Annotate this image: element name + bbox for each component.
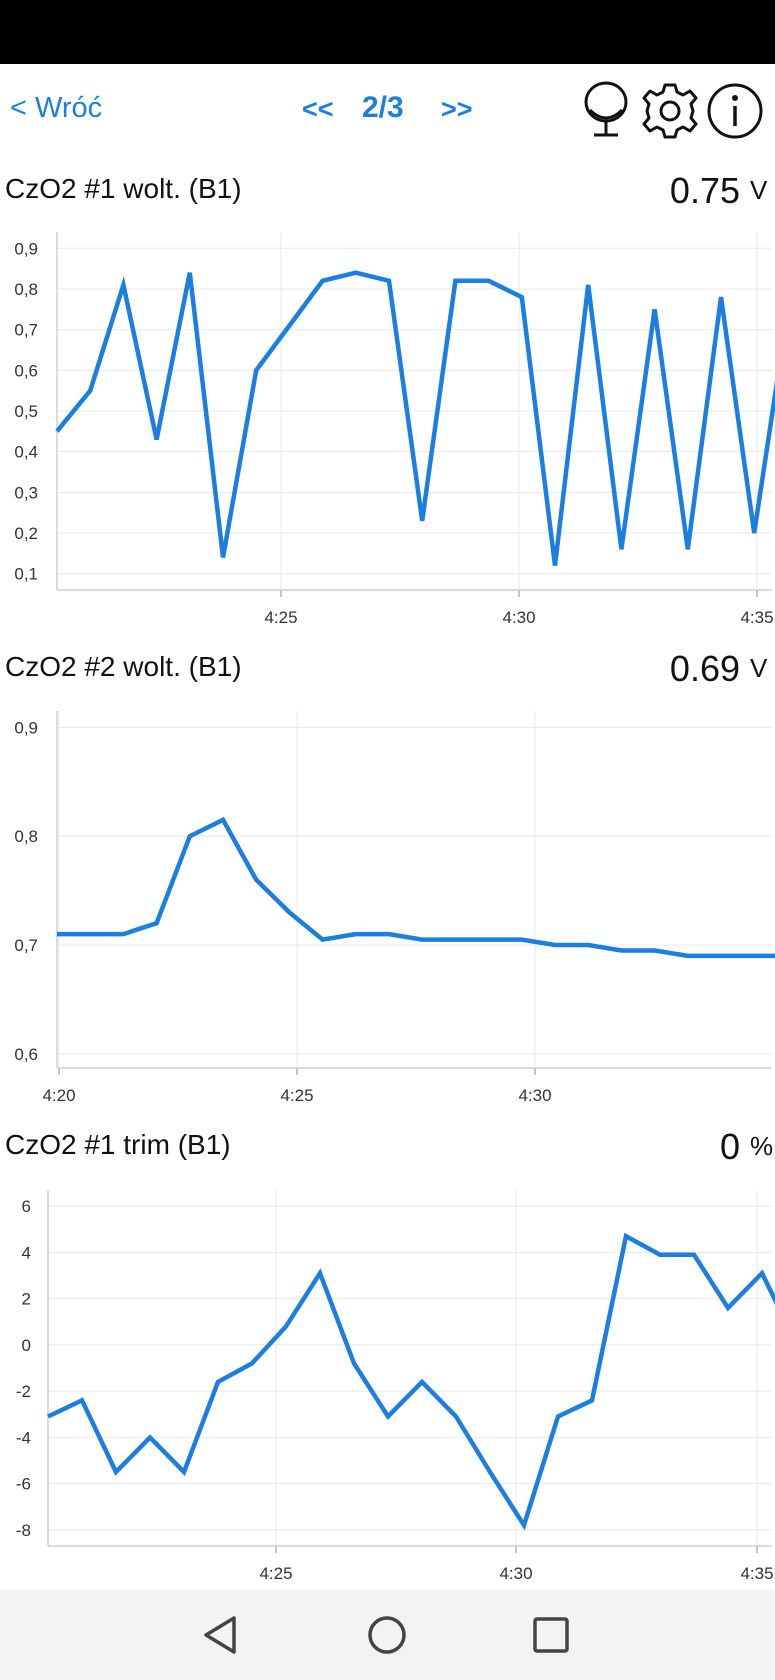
back-button[interactable]: < Wróć [10, 92, 103, 124]
y-tick-label: 0,7 [14, 936, 38, 955]
y-tick-label: 0,2 [14, 524, 38, 543]
y-tick-label: -6 [16, 1475, 31, 1494]
y-tick-label: 0,3 [14, 483, 38, 502]
sensor-1-value: 0.75 [669, 170, 740, 211]
x-tick-label: 4:35 [740, 608, 773, 627]
x-tick-label: 4:30 [499, 1564, 532, 1583]
y-tick-label: -2 [16, 1382, 31, 1401]
gear-icon[interactable] [640, 80, 700, 142]
sensor-2-unit: V [750, 653, 768, 683]
y-tick-label: -4 [16, 1428, 31, 1447]
sensor-3-value: 0 [719, 1126, 740, 1167]
system-nav-bar [0, 1590, 775, 1680]
y-tick-label: 0,1 [14, 565, 38, 584]
next-page-button[interactable]: >> [441, 94, 473, 124]
sensor-3-title: CzO2 #1 trim (B1) [5, 1129, 231, 1160]
sensor-1-title: CzO2 #1 wolt. (B1) [5, 173, 242, 204]
y-tick-label: 0,8 [14, 827, 38, 846]
x-tick-label: 4:25 [264, 608, 297, 627]
y-tick-label: 0,8 [14, 280, 38, 299]
sensor-3-unit: % [750, 1131, 774, 1161]
recents-square-icon[interactable] [526, 1610, 576, 1660]
info-icon[interactable] [705, 80, 765, 142]
sensor-2-title: CzO2 #2 wolt. (B1) [5, 651, 242, 682]
x-tick-label: 4:20 [42, 1086, 75, 1105]
microphone-icon[interactable] [576, 80, 636, 142]
back-triangle-icon[interactable] [196, 1610, 246, 1660]
sensor-2-value: 0.69 [669, 648, 740, 689]
y-tick-label: 0,6 [14, 1045, 38, 1064]
y-tick-label: -8 [16, 1521, 31, 1540]
page-indicator: 2/3 [362, 91, 404, 124]
status-bar [0, 0, 775, 64]
home-circle-icon[interactable] [362, 1610, 412, 1660]
y-tick-label: 0,5 [14, 402, 38, 421]
x-tick-label: 4:30 [502, 608, 535, 627]
y-tick-label: 4 [22, 1243, 31, 1262]
y-tick-label: 2 [22, 1290, 31, 1309]
prev-page-button[interactable]: << [302, 94, 334, 124]
y-tick-label: 0,6 [14, 361, 38, 380]
x-tick-label: 4:35 [740, 1564, 773, 1583]
y-tick-label: 6 [22, 1197, 31, 1216]
x-tick-label: 4:25 [259, 1564, 292, 1583]
sensor-1-unit: V [750, 175, 768, 205]
series-line [47, 1232, 775, 1531]
series-line [57, 816, 775, 959]
y-tick-label: 0,7 [14, 321, 38, 340]
y-tick-label: 0,4 [14, 443, 38, 462]
x-tick-label: 4:25 [280, 1086, 313, 1105]
y-tick-label: 0,9 [14, 239, 38, 258]
y-tick-label: 0,9 [14, 718, 38, 737]
toolbar: < Wróć << 2/3 >> [0, 64, 775, 160]
series-line [55, 270, 775, 566]
x-tick-label: 4:30 [518, 1086, 551, 1105]
y-tick-label: 0 [22, 1336, 31, 1355]
